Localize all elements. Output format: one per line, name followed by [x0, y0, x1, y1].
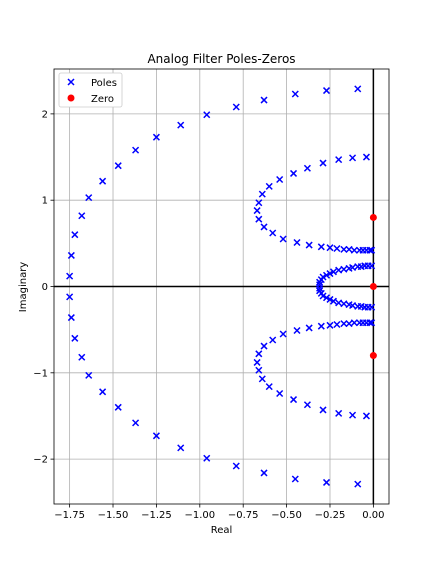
x-tick-label: −0.75 [228, 510, 259, 521]
y-tick-label: −2 [33, 455, 48, 466]
x-tick-label: −1.50 [98, 510, 129, 521]
legend-zero-label: Zero [91, 94, 114, 105]
zero-marker [370, 214, 377, 221]
legend: Poles Zero [59, 73, 122, 107]
y-tick-label: 0 [42, 282, 48, 293]
y-axis-label: Imaginary [18, 262, 29, 313]
x-tick-label: −1.25 [141, 510, 172, 521]
legend-poles-label: Poles [91, 78, 117, 89]
x-axis-label: Real [211, 525, 233, 536]
zero-marker [370, 352, 377, 359]
y-tick-label: −1 [33, 368, 48, 379]
x-tick-label: −0.25 [315, 510, 346, 521]
x-tick-label: −0.50 [271, 510, 302, 521]
chart-title: Analog Filter Poles-Zeros [147, 52, 295, 66]
x-tick-label: −1.00 [184, 510, 215, 521]
zero-marker [370, 283, 377, 290]
y-tick-label: 1 [42, 196, 48, 207]
x-tick-label: 0.00 [362, 510, 384, 521]
x-tick-label: −1.75 [54, 510, 85, 521]
y-tick-label: 2 [42, 109, 48, 120]
legend-zero-marker-icon [68, 95, 75, 102]
